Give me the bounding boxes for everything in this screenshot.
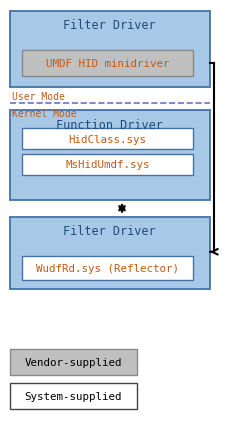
Text: MsHidUmdf.sys: MsHidUmdf.sys <box>65 160 150 170</box>
Text: Kernel Mode: Kernel Mode <box>12 109 77 118</box>
Text: WudfRd.sys (Reflector): WudfRd.sys (Reflector) <box>36 264 179 273</box>
Text: System-supplied: System-supplied <box>24 391 122 401</box>
FancyBboxPatch shape <box>10 111 210 200</box>
FancyBboxPatch shape <box>22 129 193 150</box>
Text: HidClass.sys: HidClass.sys <box>68 134 146 144</box>
FancyBboxPatch shape <box>10 12 210 87</box>
FancyBboxPatch shape <box>10 383 137 409</box>
FancyBboxPatch shape <box>22 154 193 176</box>
Text: Filter Driver: Filter Driver <box>63 19 156 32</box>
Text: UMDF HID minidriver: UMDF HID minidriver <box>46 59 169 69</box>
Text: Function Driver: Function Driver <box>56 118 163 131</box>
FancyBboxPatch shape <box>22 257 193 280</box>
Text: Vendor-supplied: Vendor-supplied <box>24 357 122 367</box>
Text: User Mode: User Mode <box>12 92 65 101</box>
FancyBboxPatch shape <box>10 349 137 375</box>
Text: Filter Driver: Filter Driver <box>63 225 156 238</box>
FancyBboxPatch shape <box>22 51 193 77</box>
FancyBboxPatch shape <box>10 217 210 290</box>
